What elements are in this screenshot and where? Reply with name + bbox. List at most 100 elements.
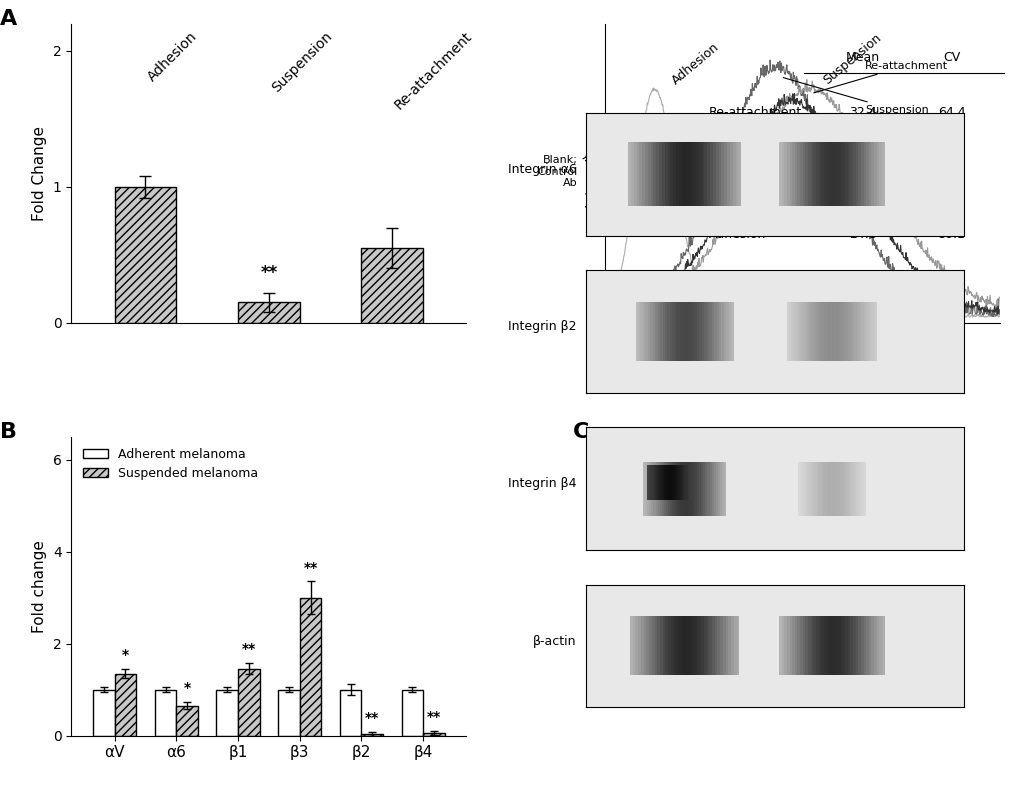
- Bar: [797, 142, 799, 206]
- Bar: [810, 142, 812, 206]
- Bar: [664, 142, 667, 206]
- Bar: [723, 462, 726, 516]
- Bar: [650, 142, 653, 206]
- Bar: [706, 616, 708, 676]
- Bar: [853, 462, 855, 516]
- Bar: [361, 734, 383, 736]
- Bar: [876, 616, 878, 676]
- Bar: [666, 465, 667, 500]
- Bar: [665, 465, 666, 500]
- Bar: [839, 142, 842, 206]
- Bar: [650, 302, 652, 361]
- Bar: [832, 616, 834, 676]
- Bar: [679, 465, 681, 500]
- Bar: [828, 302, 832, 361]
- Bar: [692, 616, 695, 676]
- Bar: [676, 462, 678, 516]
- Bar: [799, 142, 802, 206]
- Bar: [658, 465, 660, 500]
- Bar: [639, 142, 642, 206]
- Bar: [812, 616, 815, 676]
- Bar: [868, 142, 870, 206]
- Bar: [791, 302, 793, 361]
- Bar: [684, 616, 687, 676]
- Bar: [708, 616, 711, 676]
- Bar: [802, 302, 804, 361]
- Bar: [845, 462, 846, 516]
- Bar: [818, 142, 820, 206]
- Bar: [731, 302, 733, 361]
- Text: 24.8: 24.8: [848, 228, 875, 240]
- Bar: [824, 302, 826, 361]
- Bar: [826, 302, 828, 361]
- Bar: [811, 302, 813, 361]
- Bar: [844, 616, 847, 676]
- Bar: [794, 616, 797, 676]
- Text: 64.4: 64.4: [936, 106, 964, 119]
- Bar: [717, 142, 720, 206]
- Bar: [720, 302, 723, 361]
- Bar: [867, 302, 869, 361]
- Bar: [786, 142, 789, 206]
- Bar: [658, 142, 661, 206]
- Bar: [855, 462, 856, 516]
- Bar: [815, 302, 817, 361]
- Bar: [870, 142, 873, 206]
- Text: Adhesion: Adhesion: [668, 40, 721, 87]
- Bar: [643, 462, 645, 516]
- Bar: [695, 142, 698, 206]
- Bar: [736, 616, 739, 676]
- Bar: [792, 142, 794, 206]
- Bar: [876, 142, 878, 206]
- Bar: [733, 616, 736, 676]
- Bar: [645, 302, 647, 361]
- Bar: [671, 616, 673, 676]
- Bar: [799, 462, 801, 516]
- Bar: [685, 465, 686, 500]
- Bar: [839, 616, 842, 676]
- Bar: [860, 302, 863, 361]
- Bar: [707, 462, 709, 516]
- Bar: [681, 142, 684, 206]
- Bar: [638, 616, 640, 676]
- Bar: [807, 462, 809, 516]
- Bar: [711, 462, 713, 516]
- Bar: [696, 302, 699, 361]
- Bar: [655, 462, 657, 516]
- Bar: [709, 142, 712, 206]
- Bar: [662, 616, 664, 676]
- Bar: [719, 462, 721, 516]
- Bar: [662, 465, 663, 500]
- Bar: [633, 142, 636, 206]
- Bar: [663, 465, 664, 500]
- Bar: [720, 142, 723, 206]
- Bar: [709, 462, 711, 516]
- Bar: [278, 690, 300, 736]
- Bar: [865, 142, 868, 206]
- Bar: [649, 462, 651, 516]
- Bar: [802, 462, 804, 516]
- Bar: [857, 616, 860, 676]
- Bar: [655, 465, 656, 500]
- Bar: [699, 302, 701, 361]
- Bar: [682, 462, 684, 516]
- Bar: [638, 302, 640, 361]
- Bar: [694, 302, 696, 361]
- Bar: [841, 462, 843, 516]
- Bar: [653, 462, 655, 516]
- Bar: [676, 142, 679, 206]
- Bar: [667, 465, 668, 500]
- Bar: [423, 733, 444, 736]
- Bar: [664, 302, 666, 361]
- Bar: [873, 142, 876, 206]
- Bar: [799, 302, 802, 361]
- Bar: [861, 462, 863, 516]
- Bar: [846, 462, 848, 516]
- Bar: [808, 302, 811, 361]
- Bar: [788, 302, 791, 361]
- Bar: [781, 142, 784, 206]
- Bar: [802, 616, 805, 676]
- Bar: [806, 462, 807, 516]
- Bar: [653, 465, 654, 500]
- Bar: [654, 616, 656, 676]
